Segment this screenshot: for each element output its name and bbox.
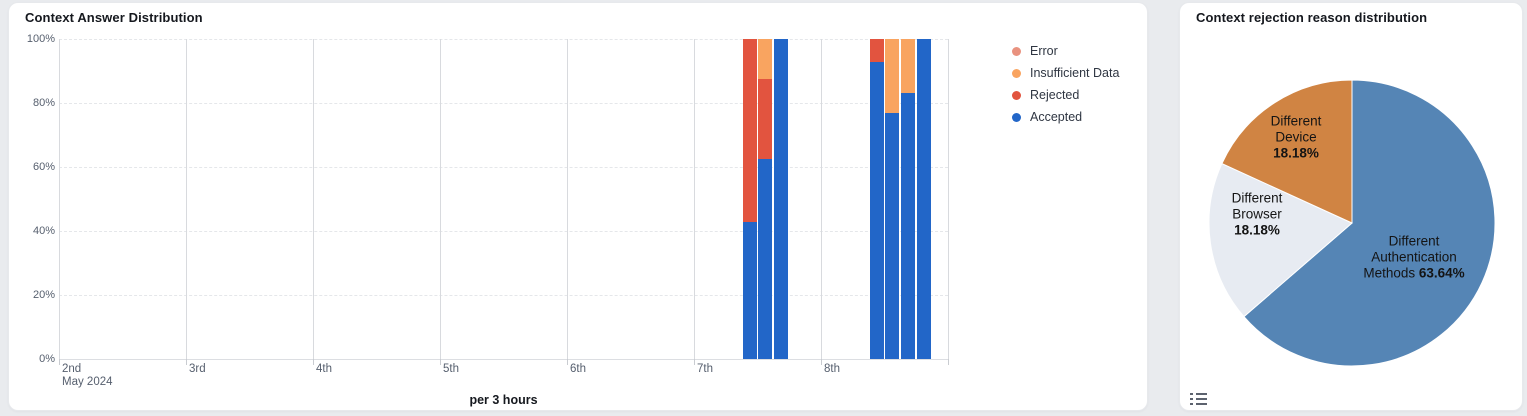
x-axis-tick-3 <box>440 359 441 365</box>
bar-segment-rejected[interactable] <box>742 39 757 222</box>
bar-segment-accepted[interactable] <box>742 221 757 359</box>
stacked-bar-7th-15:00[interactable] <box>774 39 789 359</box>
legend-item-error[interactable]: Error <box>1012 40 1119 62</box>
legend-item-accepted[interactable]: Accepted <box>1012 106 1119 128</box>
v-gridline-day-7 <box>948 39 949 359</box>
pie-slice-different-browser[interactable] <box>1208 162 1353 318</box>
stacked-bar-8th-12:00[interactable] <box>885 39 900 359</box>
x-axis-label-2nd: 2nd May 2024 <box>62 363 113 388</box>
v-gridline-day-2 <box>313 39 314 359</box>
legend-dot <box>1012 68 1021 78</box>
legend-dot <box>1012 112 1021 122</box>
bar-segment-accepted[interactable] <box>901 93 916 359</box>
v-gridline-day-5 <box>694 39 695 359</box>
y-axis-label-40%: 40% <box>32 225 55 237</box>
bar-chart-legend: Error Insufficient Data Rejected Accepted <box>1012 40 1119 128</box>
legend-label: Rejected <box>1030 88 1080 102</box>
y-axis-label-100%: 100% <box>26 33 55 45</box>
legend-label: Accepted <box>1030 110 1083 124</box>
panel-title: Context rejection reason distribution <box>1196 10 1428 25</box>
pie-slice-different-device[interactable] <box>1221 79 1353 224</box>
bar-segment-accepted[interactable] <box>917 39 932 359</box>
y-axis-label-60%: 60% <box>32 161 55 173</box>
x-axis-label-7th: 7th <box>697 363 713 375</box>
legend-label: Error <box>1030 44 1058 58</box>
bar-segment-insufficient-data[interactable] <box>901 39 916 94</box>
pie-label-different-device: Different Device 18.18% <box>1270 113 1322 162</box>
x-axis-label-6th: 6th <box>570 363 586 375</box>
legend-dot <box>1012 46 1021 56</box>
x-axis-footer: per 3 hours <box>469 393 538 407</box>
bar-plot-area: 0% 20% 40% 60% 80% 100% 2nd May 2024 3rd 4th 5th 6… <box>27 33 949 388</box>
x-axis-tick-7 <box>948 359 949 365</box>
legend-item-rejected[interactable]: Rejected <box>1012 84 1119 106</box>
h-gridline-100% <box>59 39 948 40</box>
bar-segment-rejected[interactable] <box>758 79 773 159</box>
x-axis-tick-0 <box>59 359 60 365</box>
stacked-bar-8th-15:00[interactable] <box>901 39 916 359</box>
pie-label-different-authentication-methods: Different Authentication Methods 63.64% <box>1363 233 1465 282</box>
h-gridline-40% <box>59 231 948 232</box>
stacked-bar-7th-09:00[interactable] <box>742 39 757 359</box>
x-axis-label-8th: 8th <box>824 363 840 375</box>
x-axis-label-5th: 5th <box>443 363 459 375</box>
pie-label-different-browser: Different Browser 18.18% <box>1231 190 1283 239</box>
y-axis-label-20%: 20% <box>32 289 55 301</box>
x-axis-label-3rd: 3rd <box>189 363 206 375</box>
x-axis-line <box>59 359 948 360</box>
bar-segment-accepted[interactable] <box>869 61 884 359</box>
x-axis-tick-5 <box>694 359 695 365</box>
v-gridline-day-4 <box>567 39 568 359</box>
x-axis-tick-6 <box>821 359 822 365</box>
bar-segment-rejected[interactable] <box>869 39 884 62</box>
bar-segment-insufficient-data[interactable] <box>885 39 900 113</box>
v-gridline-day-1 <box>186 39 187 359</box>
stacked-bar-7th-12:00[interactable] <box>758 39 773 359</box>
y-axis-label-80%: 80% <box>32 97 55 109</box>
legend-label: Insufficient Data <box>1030 66 1120 80</box>
legend-toggle-list-icon[interactable] <box>1190 391 1208 407</box>
v-gridline-day-6 <box>821 39 822 359</box>
stacked-bar-8th-09:00[interactable] <box>869 39 884 359</box>
x-axis-tick-2 <box>313 359 314 365</box>
bar-segment-accepted[interactable] <box>758 159 773 359</box>
bar-segment-insufficient-data[interactable] <box>758 39 773 79</box>
bar-segment-accepted[interactable] <box>774 39 789 359</box>
y-axis-label-0%: 0% <box>39 353 55 365</box>
x-axis-tick-4 <box>567 359 568 365</box>
v-gridline-day-0 <box>59 39 60 359</box>
bar-segment-accepted[interactable] <box>885 112 900 359</box>
stacked-bar-8th-18:00[interactable] <box>917 39 932 359</box>
legend-dot <box>1012 90 1021 100</box>
legend-item-insufficient-data[interactable]: Insufficient Data <box>1012 62 1119 84</box>
h-gridline-20% <box>59 295 948 296</box>
x-axis-label-4th: 4th <box>316 363 332 375</box>
pie-chart <box>1208 79 1496 367</box>
x-axis-tick-1 <box>186 359 187 365</box>
context-answer-distribution-panel: Context Answer Distribution 0% 20% 40% 60% 8… <box>8 2 1148 411</box>
h-gridline-60% <box>59 167 948 168</box>
h-gridline-80% <box>59 103 948 104</box>
v-gridline-day-3 <box>440 39 441 359</box>
pie-slice-different-authentication-methods[interactable] <box>1243 79 1496 367</box>
context-rejection-reason-panel: Context rejection reason distribution Di… <box>1179 2 1523 411</box>
panel-title: Context Answer Distribution <box>25 10 203 25</box>
